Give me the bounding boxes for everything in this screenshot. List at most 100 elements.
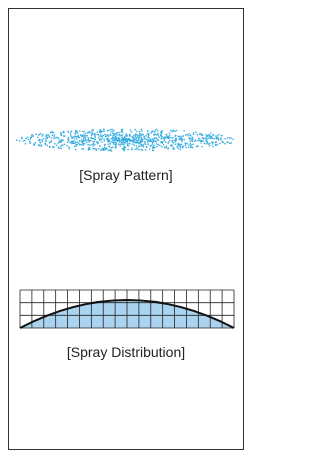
spray-dot [208, 136, 210, 138]
spray-dot [195, 132, 197, 134]
spray-dot [68, 140, 70, 142]
spray-dot [99, 140, 101, 142]
spray-dot [192, 144, 194, 146]
spray-dot [168, 141, 170, 143]
spray-dot [192, 147, 194, 149]
spray-dot [113, 142, 115, 144]
spray-dot [182, 146, 184, 148]
spray-dot [121, 139, 123, 141]
spray-dot [92, 145, 94, 147]
spray-dot [74, 138, 76, 140]
spray-dot [109, 143, 111, 145]
spray-dot [141, 129, 143, 131]
spray-dot [131, 136, 133, 138]
spray-dot [115, 147, 117, 149]
spray-dot [125, 141, 127, 143]
spray-dot [142, 134, 144, 136]
spray-dot [67, 141, 69, 143]
spray-dot [89, 141, 91, 143]
spray-dot [212, 146, 214, 148]
spray-dot [190, 146, 192, 148]
spray-dot [103, 148, 105, 150]
spray-dot [53, 138, 55, 140]
spray-dot [206, 136, 208, 138]
spray-dot [141, 145, 143, 147]
spray-dot [180, 139, 182, 141]
spray-dot [121, 142, 123, 144]
spray-dot [91, 137, 93, 139]
spray-dot [134, 129, 136, 131]
spray-dot [93, 143, 95, 145]
spray-dot [178, 136, 180, 138]
spray-dot [58, 138, 60, 140]
spray-dot [215, 142, 217, 144]
spray-dot [166, 145, 168, 147]
spray-dot [143, 146, 145, 148]
spray-dot [97, 131, 99, 133]
spray-dot [75, 141, 77, 143]
spray-dot [54, 134, 56, 136]
spray-dot [96, 141, 98, 143]
spray-dot [61, 144, 63, 146]
spray-dot [103, 150, 105, 152]
spray-dot [109, 140, 111, 142]
spray-dot [216, 138, 218, 140]
spray-dot [167, 136, 169, 138]
spray-dot [215, 135, 217, 137]
spray-dot [232, 139, 234, 141]
spray-dot [180, 147, 182, 149]
spray-dot [107, 130, 109, 132]
spray-dot [221, 135, 223, 137]
page: [Spray Pattern] [Spray Distribution] (()… [0, 0, 252, 457]
spray-dot [41, 139, 43, 141]
spray-dot [155, 141, 157, 143]
spray-dot [169, 137, 171, 139]
spray-dot [163, 140, 165, 142]
spray-dot [31, 134, 33, 136]
spray-dot [141, 144, 143, 146]
spray-dot [50, 140, 52, 142]
spray-dot [75, 145, 77, 147]
spray-dot [144, 141, 146, 143]
spray-dot [68, 132, 70, 134]
spray-dot [165, 134, 167, 136]
spray-dot [144, 136, 146, 138]
spray-dot [34, 144, 36, 146]
spray-dot [188, 147, 190, 149]
spray-dot [19, 140, 21, 142]
spray-dot [112, 129, 114, 131]
spray-dot [95, 136, 97, 138]
spray-dot [88, 147, 90, 149]
spray-dot [134, 139, 136, 141]
spray-dot [75, 133, 77, 135]
spray-dot [70, 134, 72, 136]
spray-dot [202, 138, 204, 140]
spray-dot [110, 131, 112, 133]
spray-dot [160, 134, 162, 136]
spray-dot [116, 142, 118, 144]
spray-dot [194, 141, 196, 143]
spray-dot [183, 135, 185, 137]
spray-dot [90, 140, 92, 142]
spray-dot [52, 131, 54, 133]
spray-dot [118, 143, 120, 145]
spray-dot [110, 129, 112, 131]
spray-dot [212, 142, 214, 144]
spray-dot [30, 138, 32, 140]
spray-dot [164, 147, 166, 149]
spray-dot [134, 149, 136, 151]
spray-dot [83, 148, 85, 150]
spray-dot [136, 131, 138, 133]
spray-dot [148, 136, 150, 138]
spray-dot [88, 140, 90, 142]
spray-dot [25, 138, 27, 140]
spray-dot [188, 144, 190, 146]
spray-dot [42, 134, 44, 136]
spray-dot [29, 140, 31, 142]
spray-dot [145, 135, 147, 137]
spray-dot [101, 149, 103, 151]
spray-dot [45, 144, 47, 146]
spray-dot [203, 140, 205, 142]
spray-dot [103, 129, 105, 131]
spray-dot [227, 137, 229, 139]
